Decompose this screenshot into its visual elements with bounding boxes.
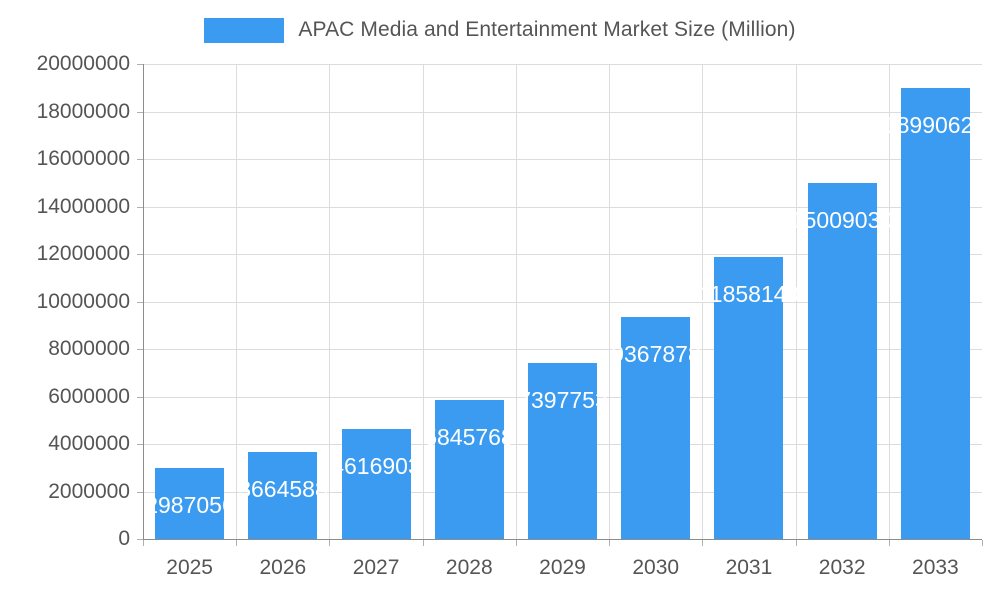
legend-label: APAC Media and Entertainment Market Size… [298,18,796,41]
x-axis-labels: 2025 2026 2027 2028 2029 2030 2031 2032 2033 [143,548,982,588]
x-axis-tick-mark [236,540,237,546]
bar[interactable] [435,400,504,539]
x-axis-tick-mark [889,540,890,546]
legend-color-swatch-icon [204,17,285,43]
bar[interactable] [342,429,411,539]
x-axis-line [143,539,982,540]
gridline-vertical [609,64,610,539]
y-axis-tick-mark [137,397,143,398]
x-axis-tick-label: 2031 [725,556,773,579]
y-axis-tick-label: 20000000 [36,52,130,75]
x-axis-tick-mark [516,540,517,546]
gridline-horizontal [143,254,982,255]
gridline-vertical [889,64,890,539]
y-axis-tick-mark [137,159,143,160]
y-axis-tick-mark [137,254,143,255]
y-axis-tick-label: 2000000 [48,479,130,503]
bar[interactable] [714,257,783,539]
y-axis-tick-mark [137,444,143,445]
y-axis-tick-label: 12000000 [36,242,130,265]
x-axis-tick-label: 2025 [166,556,213,579]
y-axis-tick-mark [137,112,143,113]
bar[interactable] [528,363,597,539]
bar[interactable] [248,452,317,539]
gridline-horizontal [143,302,982,303]
gridline-horizontal [143,159,982,160]
gridline-horizontal [143,112,982,113]
bar[interactable] [901,88,970,539]
x-axis-tick-label: 2030 [632,556,680,579]
x-axis-tick-label: 2032 [818,556,866,579]
y-axis-tick-label: 10000000 [36,289,130,313]
y-axis-tick-label: 0 [118,527,130,550]
y-axis-tick-mark [137,349,143,350]
y-axis-tick-mark [137,302,143,303]
x-axis-tick-label: 2028 [445,556,493,579]
gridline-vertical [796,64,797,539]
y-axis-tick-label: 8000000 [48,337,130,360]
x-axis-tick-mark [702,540,703,546]
gridline-horizontal [143,64,982,65]
y-axis-tick-label: 18000000 [36,99,130,123]
gridline-vertical [423,64,424,539]
y-axis-tick-mark [137,539,143,540]
gridline-vertical [516,64,517,539]
x-axis-tick-label: 2029 [539,556,586,579]
y-axis-tick-mark [137,492,143,493]
x-axis-tick-mark [423,540,424,546]
y-axis-tick-label: 6000000 [48,384,130,408]
y-axis-labels: 0 2000000 4000000 6000000 8000000 10000000 120… [0,0,130,600]
gridline-vertical [236,64,237,539]
x-axis-tick-label: 2033 [912,556,959,579]
x-axis-tick-label: 2026 [259,556,307,579]
y-axis-tick-mark [137,207,143,208]
chart-legend: APAC Media and Entertainment Market Size… [0,12,1000,48]
y-axis-tick-label: 4000000 [48,432,130,455]
bar[interactable] [808,183,877,539]
x-axis-tick-mark [609,540,610,546]
plot-area: 2987056 3664588 4616903 5845768 7397753 93678… [143,64,982,539]
gridline-vertical [329,64,330,539]
y-axis-tick-mark [137,64,143,65]
x-axis-tick-mark [982,540,983,546]
gridline-horizontal [143,349,982,350]
y-axis-line [143,64,144,540]
x-axis-tick-label: 2027 [352,556,400,579]
y-axis-tick-label: 16000000 [36,147,130,170]
bar[interactable] [155,468,224,539]
x-axis-tick-mark [796,540,797,546]
y-axis-tick-label: 14000000 [36,194,130,218]
x-axis-tick-mark [143,540,144,546]
x-axis-tick-mark [329,540,330,546]
gridline-horizontal [143,207,982,208]
bar[interactable] [621,317,690,539]
gridline-vertical [702,64,703,539]
